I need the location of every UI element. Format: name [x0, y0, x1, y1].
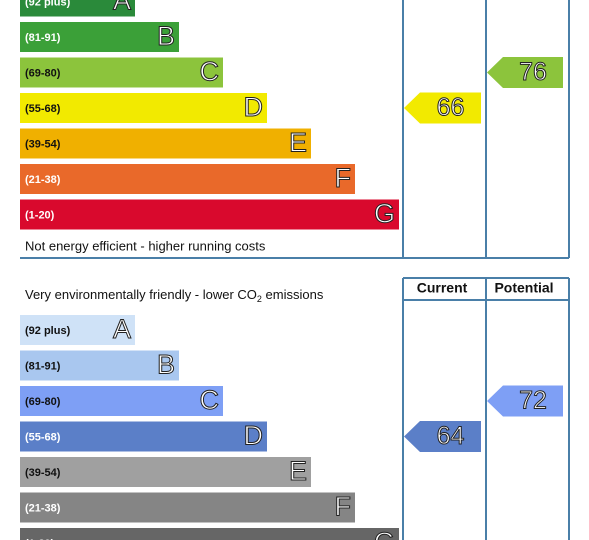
- rating-arrow: [487, 385, 563, 417]
- band-letter: D: [244, 421, 264, 451]
- band: [20, 22, 179, 52]
- band: [20, 492, 355, 523]
- band-range: (92 plus): [25, 325, 71, 337]
- band-range: (69-80): [25, 67, 61, 79]
- title-part: emissions: [262, 287, 324, 302]
- band-range: (69-80): [25, 396, 61, 408]
- band: [20, 421, 267, 452]
- band: [20, 528, 399, 540]
- band: [20, 457, 311, 487]
- band: [20, 164, 355, 194]
- rating-value: 76: [519, 58, 547, 86]
- band-letter: D: [244, 92, 264, 122]
- rating-value: 66: [437, 94, 465, 122]
- band-range: (92 plus): [25, 0, 71, 8]
- footer: Not energy efficient - higher running co…: [25, 238, 266, 253]
- band-range: (39-54): [25, 467, 61, 479]
- band-range: (55-68): [25, 103, 61, 115]
- band-letter: C: [200, 57, 220, 87]
- band: [20, 350, 179, 381]
- header-current: Current: [417, 280, 468, 296]
- band-letter: B: [157, 350, 175, 380]
- band-range: (81-91): [25, 32, 61, 44]
- band: [20, 386, 223, 416]
- title-part: Very environmentally friendly - lower CO: [25, 287, 257, 302]
- band-range: (81-91): [25, 360, 61, 372]
- title-sub: 2: [257, 294, 262, 304]
- band: [20, 128, 311, 159]
- band-letter: A: [113, 0, 131, 16]
- rating-arrow: [404, 92, 481, 124]
- rating-arrow: [487, 57, 563, 88]
- band-letter: F: [335, 492, 352, 522]
- band-range: (21-38): [25, 174, 61, 186]
- band-letter: C: [200, 385, 220, 415]
- band-letter: B: [157, 21, 175, 51]
- band: [20, 0, 135, 17]
- band: [20, 57, 223, 88]
- band-range: (1-20): [25, 209, 55, 221]
- env-title: Very environmentally friendly - lower CO…: [25, 287, 324, 304]
- band-letter: G: [374, 199, 395, 229]
- rating-value: 64: [437, 422, 465, 450]
- header-potential: Potential: [494, 280, 553, 296]
- band-letter: G: [374, 527, 395, 540]
- rating-value: 72: [519, 387, 547, 415]
- band-letter: F: [335, 163, 352, 193]
- band-range: (21-38): [25, 502, 61, 514]
- band: [20, 199, 399, 230]
- band-letter: E: [289, 456, 307, 486]
- rating-arrow: [404, 421, 481, 452]
- band-letter: A: [113, 314, 131, 344]
- band: [20, 315, 135, 345]
- band-range: (1-20): [25, 538, 55, 540]
- band-letter: E: [289, 128, 307, 158]
- band: [20, 93, 267, 123]
- band-range: (55-68): [25, 431, 61, 443]
- band-range: (39-54): [25, 138, 61, 150]
